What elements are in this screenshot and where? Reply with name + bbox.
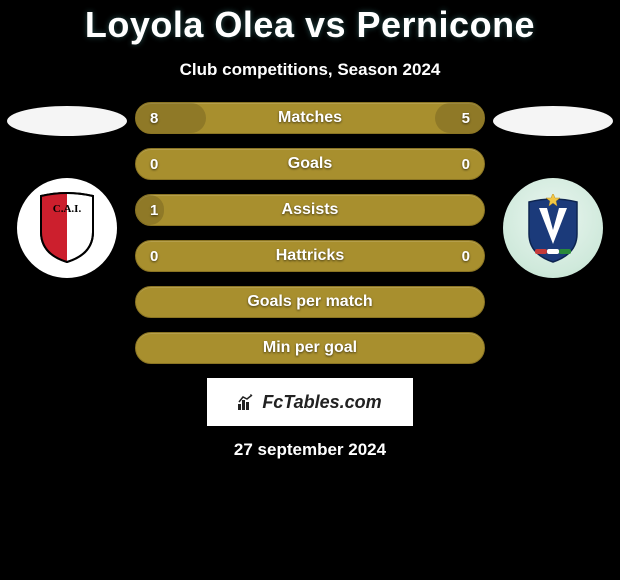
stat-row: 0 Hattricks 0	[135, 240, 485, 272]
main-row: C.A.I. 8 Matches 5 0 Goals 0 1 Assists 0 Hattrick…	[0, 102, 620, 364]
stat-row: Goals per match	[135, 286, 485, 318]
stat-left-value: 0	[136, 149, 172, 179]
watermark: FcTables.com	[207, 378, 413, 426]
comparison-card: Loyola Olea vs Pernicone Club competitio…	[0, 0, 620, 580]
stat-left-value	[136, 333, 164, 363]
stat-right-value	[456, 333, 484, 363]
stat-label: Min per goal	[263, 339, 357, 357]
right-club-badge	[503, 178, 603, 278]
watermark-text: FcTables.com	[262, 392, 381, 413]
left-ellipse	[7, 106, 127, 136]
stat-label: Goals per match	[247, 293, 372, 311]
stat-label: Hattricks	[276, 247, 344, 265]
stat-right-value: 5	[448, 103, 484, 133]
stat-row: Min per goal	[135, 332, 485, 364]
stat-left-value: 1	[136, 195, 172, 225]
stat-right-value	[456, 287, 484, 317]
stat-left-value: 0	[136, 241, 172, 271]
right-ellipse	[493, 106, 613, 136]
svg-text:C.A.I.: C.A.I.	[53, 203, 82, 215]
stat-row: 8 Matches 5	[135, 102, 485, 134]
independiente-shield-icon: C.A.I.	[39, 192, 95, 264]
stat-row: 0 Goals 0	[135, 148, 485, 180]
page-title: Loyola Olea vs Pernicone	[0, 4, 620, 46]
left-club-badge: C.A.I.	[17, 178, 117, 278]
stats-column: 8 Matches 5 0 Goals 0 1 Assists 0 Hattricks 0 Goals…	[135, 102, 485, 364]
velez-shield-icon	[525, 194, 581, 264]
stat-row: 1 Assists	[135, 194, 485, 226]
stat-left-value: 8	[136, 103, 172, 133]
date-text: 27 september 2024	[0, 440, 620, 460]
stat-right-value: 0	[448, 149, 484, 179]
subtitle: Club competitions, Season 2024	[0, 60, 620, 80]
left-club-column: C.A.I.	[7, 102, 127, 278]
right-club-column	[493, 102, 613, 278]
stat-right-value	[456, 195, 484, 225]
stat-label: Matches	[278, 109, 342, 127]
stat-label: Goals	[288, 155, 332, 173]
stat-left-value	[136, 287, 164, 317]
stat-right-value: 0	[448, 241, 484, 271]
stat-label: Assists	[282, 201, 339, 219]
fctables-logo-icon	[238, 394, 258, 410]
